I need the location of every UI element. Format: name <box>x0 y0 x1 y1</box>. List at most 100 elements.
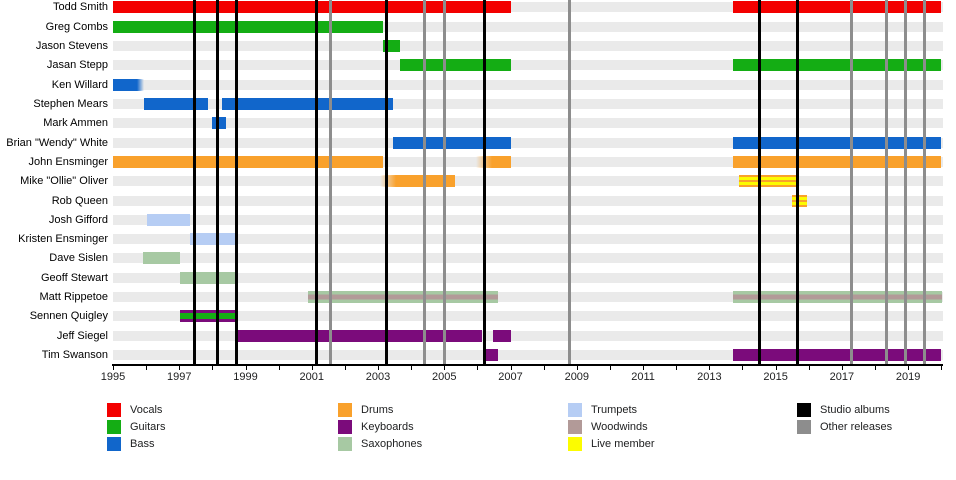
member-name: Jasan Stepp <box>46 59 108 72</box>
member-name: Rob Queen <box>51 194 108 207</box>
axis-tick <box>841 365 843 370</box>
member-name: Mark Ammen <box>43 117 108 130</box>
legend-label: Studio albums <box>820 404 890 416</box>
row-track <box>113 176 943 187</box>
member-name: Josh Gifford <box>48 213 108 226</box>
studio-album-line <box>193 0 197 365</box>
member-name: Stephen Mears <box>33 97 108 110</box>
row-track <box>113 292 943 303</box>
other-release-line <box>885 0 889 365</box>
axis-year-label: 2017 <box>829 371 855 383</box>
legend-swatch-drums-icon <box>338 403 352 417</box>
row-track <box>113 330 943 341</box>
other-release-line <box>422 0 426 365</box>
timeline-bar <box>142 252 180 265</box>
row-track <box>113 272 943 283</box>
legend-item: Other releases <box>797 420 956 434</box>
axis-tick <box>676 365 678 370</box>
other-release-line <box>329 0 333 365</box>
legend-item: Woodwinds <box>568 420 728 434</box>
member-name: Mike "Ollie" Oliver <box>20 175 108 188</box>
timeline-bar <box>379 175 455 188</box>
member-name: Dave Sislen <box>49 252 108 265</box>
axis-tick <box>643 365 645 370</box>
legend-label: Bass <box>130 438 155 450</box>
legend-item: Drums <box>338 403 498 417</box>
timeline-bar <box>739 175 797 188</box>
axis-tick <box>411 365 413 370</box>
axis-tick <box>941 365 943 370</box>
timeline-bar <box>733 1 942 14</box>
axis-baseline <box>112 363 943 366</box>
row-track <box>113 2 943 13</box>
axis-tick <box>245 365 247 370</box>
other-release-line <box>442 0 446 365</box>
legend-label: Other releases <box>820 421 893 433</box>
legend-swatch-other-icon <box>797 420 811 434</box>
member-name: Greg Combs <box>45 20 108 33</box>
legend-swatch-keyboards-icon <box>338 420 352 434</box>
legend-label: Drums <box>361 404 394 416</box>
member-name: Tim Swanson <box>41 349 108 362</box>
row-track <box>113 234 943 245</box>
timeline-bar <box>733 155 942 168</box>
legend-swatch-studio-icon <box>797 403 811 417</box>
axis-tick <box>113 365 114 370</box>
axis-year-label: 1999 <box>233 371 258 383</box>
axis-year-label: 1995 <box>100 371 126 383</box>
axis-tick <box>908 365 910 370</box>
axis-tick <box>477 365 479 370</box>
axis-tick <box>576 365 578 370</box>
member-name: Kristen Ensminger <box>18 233 108 246</box>
timeline-bar <box>113 78 145 91</box>
other-release-line <box>850 0 854 365</box>
axis-tick <box>444 365 446 370</box>
timeline-bar <box>733 349 942 362</box>
member-name: Matt Rippetoe <box>39 291 108 304</box>
axis-tick <box>609 365 611 370</box>
axis-tick <box>378 365 380 370</box>
member-name: Todd Smith <box>52 1 108 14</box>
legend-swatch-bass-icon <box>107 437 121 451</box>
timeline-bar <box>307 291 498 304</box>
member-name: John Ensminger <box>28 155 109 168</box>
row-track <box>113 40 943 51</box>
row-track <box>113 311 943 322</box>
timeline-bar <box>235 329 482 342</box>
timeline-bar <box>733 136 942 149</box>
axis-year-label: 2011 <box>631 371 655 383</box>
axis-tick <box>543 365 545 370</box>
axis-tick <box>709 365 711 370</box>
timeline-bar <box>476 155 511 168</box>
axis-year-label: 2005 <box>432 371 457 383</box>
timeline-bar <box>143 97 208 110</box>
axis-tick <box>344 365 346 370</box>
axis-tick <box>212 365 214 370</box>
legend-label: Vocals <box>130 404 163 416</box>
axis-year-label: 2003 <box>365 371 391 383</box>
axis-tick <box>775 365 777 370</box>
row-track <box>113 195 943 206</box>
legend-item: Studio albums <box>797 403 956 417</box>
axis-tick <box>311 365 313 370</box>
axis-tick <box>146 365 148 370</box>
row-track <box>113 118 943 129</box>
axis-year-label: 2001 <box>299 371 325 383</box>
legend-swatch-live-icon <box>568 437 582 451</box>
studio-album-line <box>482 0 486 365</box>
timeline-bar <box>211 117 226 130</box>
axis-year-label: 2013 <box>697 371 722 383</box>
row-track <box>113 98 943 109</box>
other-release-line <box>568 0 572 365</box>
axis-tick <box>808 365 810 370</box>
axis-tick <box>510 365 512 370</box>
studio-album-line <box>757 0 761 365</box>
studio-album-line <box>234 0 238 365</box>
timeline-bar <box>492 329 511 342</box>
studio-album-line <box>315 0 319 365</box>
member-name: Geoff Stewart <box>40 271 108 284</box>
timeline-bar <box>113 1 511 14</box>
timeline-bar <box>399 59 511 72</box>
legend-item: Saxophones <box>338 437 498 451</box>
